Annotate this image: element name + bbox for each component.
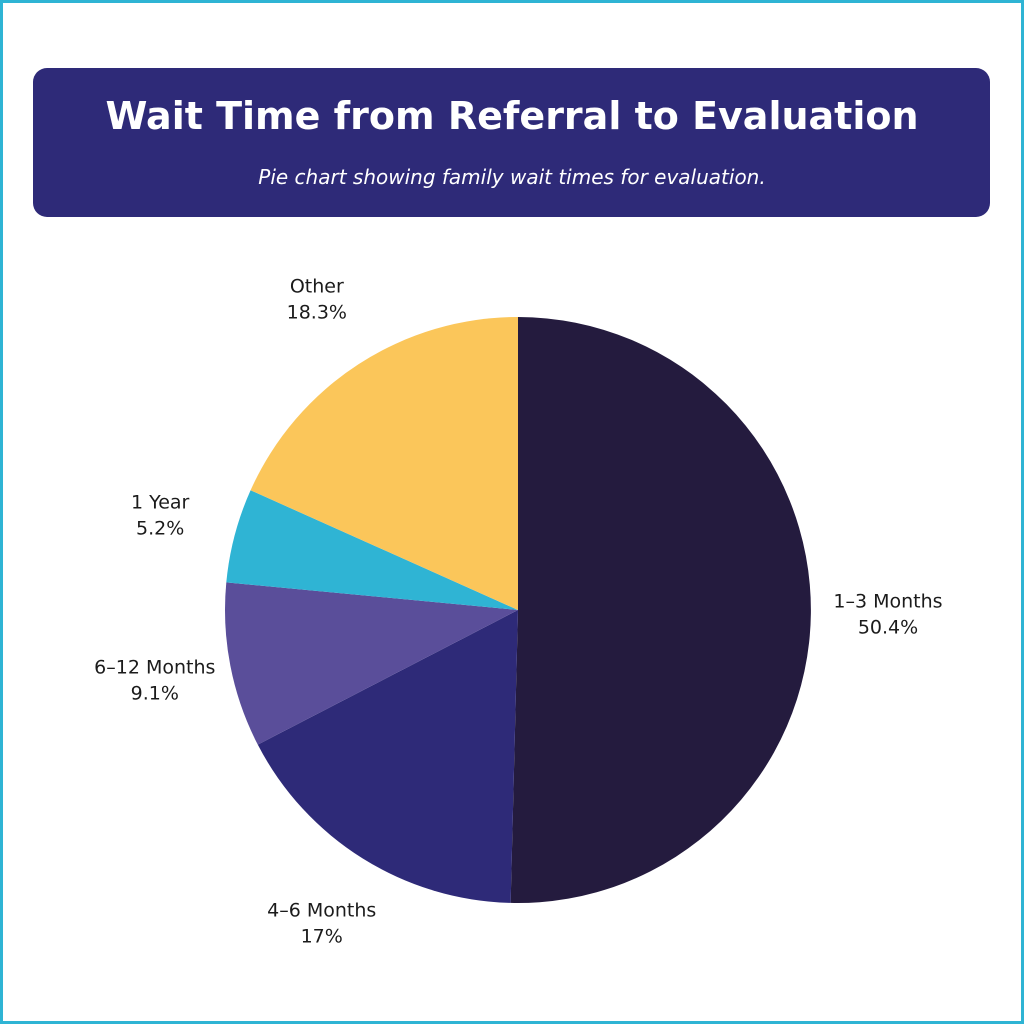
slice-label-3: 1 Year 5.2% [131, 492, 190, 540]
pie-slice-0 [510, 317, 811, 903]
slice-category-3: 1 Year [131, 492, 190, 514]
slice-label-0: 1–3 Months 50.4% [833, 591, 942, 639]
pie-slice-2 [225, 582, 519, 745]
pie-slices [225, 317, 811, 903]
slice-category-4: Other [290, 276, 344, 298]
slice-category-1: 4–6 Months [267, 900, 376, 922]
slice-value-4: 18.3% [287, 302, 347, 324]
slice-label-2: 6–12 Months 9.1% [94, 657, 215, 705]
chart-subtitle: Pie chart showing family wait times for … [258, 165, 766, 189]
pie-slice-3 [226, 490, 519, 610]
slice-value-2: 9.1% [131, 683, 179, 705]
pie-slice-4 [250, 317, 518, 610]
pie-slice-1 [257, 610, 518, 903]
pie-labels: 1–3 Months 50.4% 4–6 Months 17% 6–12 Months 9… [94, 276, 942, 948]
slice-category-2: 6–12 Months [94, 657, 215, 679]
slice-value-0: 50.4% [858, 617, 918, 639]
slice-label-4: Other 18.3% [287, 276, 347, 324]
chart-title: Wait Time from Referral to Evaluation [105, 94, 919, 138]
slice-label-1: 4–6 Months 17% [267, 900, 376, 948]
slice-value-1: 17% [301, 926, 343, 948]
slice-value-3: 5.2% [136, 518, 184, 540]
title-banner [33, 68, 990, 217]
slice-category-0: 1–3 Months [833, 591, 942, 613]
